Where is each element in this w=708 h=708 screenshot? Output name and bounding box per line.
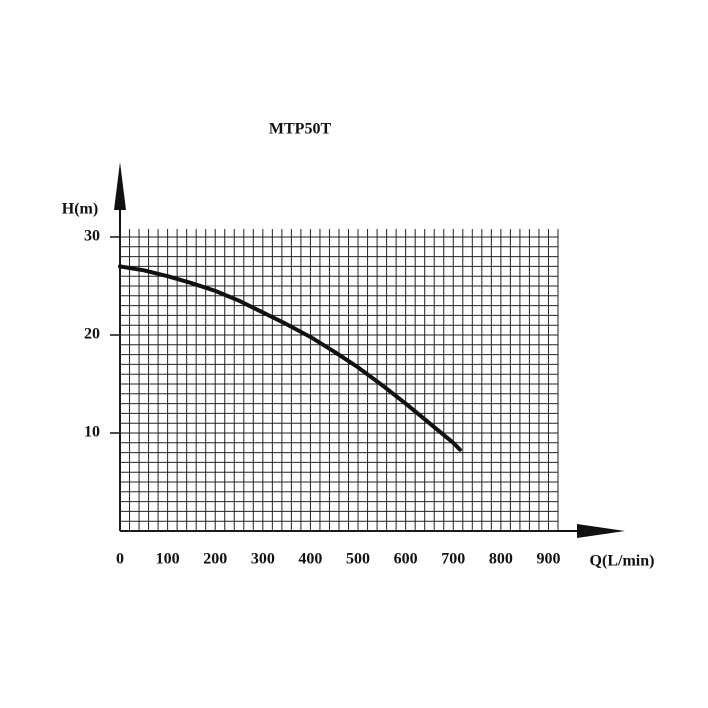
x-tick-label: 900 — [536, 551, 560, 568]
y-arrow — [114, 162, 126, 210]
x-tick-label: 800 — [489, 551, 513, 568]
x-tick-label: 300 — [251, 551, 275, 568]
x-tick-label: 400 — [298, 551, 322, 568]
x-tick-label: 600 — [394, 551, 418, 568]
y-tick-label: 20 — [84, 326, 100, 343]
x-axis-label: Q(L/min) — [590, 553, 655, 570]
x-arrow — [577, 524, 625, 538]
chart-title: MTP50T — [269, 121, 332, 138]
x-tick-label: 700 — [441, 551, 465, 568]
x-tick-label: 200 — [203, 551, 227, 568]
x-tick-label: 500 — [346, 551, 370, 568]
y-tick-label: 10 — [84, 424, 100, 441]
y-tick-label: 30 — [84, 228, 100, 245]
x-tick-label: 100 — [156, 551, 180, 568]
x-tick-label: 0 — [116, 551, 124, 568]
pump-curve — [118, 264, 462, 452]
y-axis-label: H(m) — [62, 201, 98, 218]
